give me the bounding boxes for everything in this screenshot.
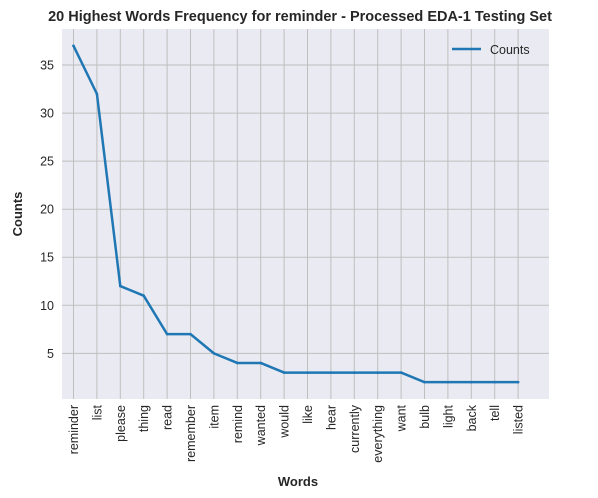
data-point <box>236 361 239 365</box>
x-tick-label: light <box>441 404 455 427</box>
x-tick-label: thing <box>137 405 151 432</box>
x-tick-label: hear <box>324 405 338 430</box>
x-tick-label: item <box>207 405 221 429</box>
y-tick-label: 20 <box>40 203 54 217</box>
data-point <box>95 92 99 96</box>
y-tick-label: 30 <box>40 107 54 121</box>
x-tick-label: remind <box>231 405 245 443</box>
legend: Counts <box>452 43 530 57</box>
y-tick-label: 15 <box>40 251 54 265</box>
data-point <box>399 371 403 374</box>
y-axis-ticks: 5 10 15 20 25 30 35 <box>40 59 54 361</box>
x-tick-label: remember <box>184 405 198 462</box>
data-point <box>165 332 169 336</box>
data-point <box>259 361 263 365</box>
x-tick-label: like <box>301 405 315 424</box>
data-point <box>189 332 192 336</box>
legend-label: Counts <box>490 43 530 57</box>
y-tick-label: 35 <box>40 59 54 73</box>
x-axis-label: Words <box>278 474 318 489</box>
series-layer <box>72 44 520 384</box>
y-tick-label: 5 <box>47 347 54 361</box>
x-tick-label: wanted <box>254 405 268 446</box>
data-point <box>119 284 122 288</box>
x-tick-label: want <box>395 404 409 432</box>
data-point <box>470 380 473 384</box>
data-point <box>282 371 286 374</box>
data-point <box>516 380 520 384</box>
x-tick-label: list <box>90 404 104 420</box>
y-axis-label: Counts <box>10 192 25 237</box>
data-point <box>306 371 309 374</box>
data-point <box>72 44 75 48</box>
x-tick-label: read <box>161 405 175 430</box>
data-point <box>329 371 333 374</box>
data-point <box>493 380 497 384</box>
data-point <box>423 380 426 384</box>
plot-area <box>62 29 549 399</box>
x-tick-label: reminder <box>67 405 81 454</box>
data-point <box>142 294 145 297</box>
x-tick-label: please <box>114 405 128 442</box>
series-line-0 <box>72 44 520 384</box>
x-tick-label: would <box>278 405 292 439</box>
data-point <box>353 371 356 374</box>
y-tick-label: 10 <box>40 299 54 313</box>
data-point <box>212 352 216 355</box>
x-tick-label: tell <box>488 405 502 421</box>
chart-title: 20 Highest Words Frequency for reminder … <box>48 9 552 25</box>
x-tick-label: back <box>465 404 479 431</box>
x-axis-ticks: reminder list please thing read remember item r… <box>67 404 526 462</box>
y-tick-label: 25 <box>40 155 54 169</box>
grid <box>62 29 549 399</box>
x-tick-label: listed <box>512 405 526 434</box>
x-tick-label: bulb <box>418 405 432 429</box>
data-point <box>446 380 450 384</box>
x-tick-label: everything <box>371 405 385 463</box>
data-point <box>376 371 380 374</box>
x-tick-label: currently <box>348 404 362 453</box>
